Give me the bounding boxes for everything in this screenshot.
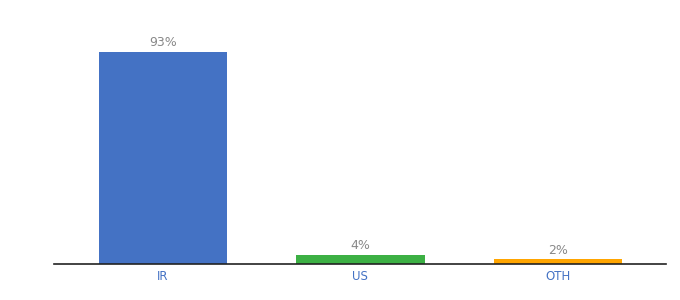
Text: 93%: 93%: [149, 36, 177, 49]
Bar: [494, 260, 622, 264]
Bar: [99, 52, 227, 264]
Bar: [296, 255, 424, 264]
Text: 4%: 4%: [350, 239, 371, 252]
Text: 2%: 2%: [548, 244, 568, 257]
